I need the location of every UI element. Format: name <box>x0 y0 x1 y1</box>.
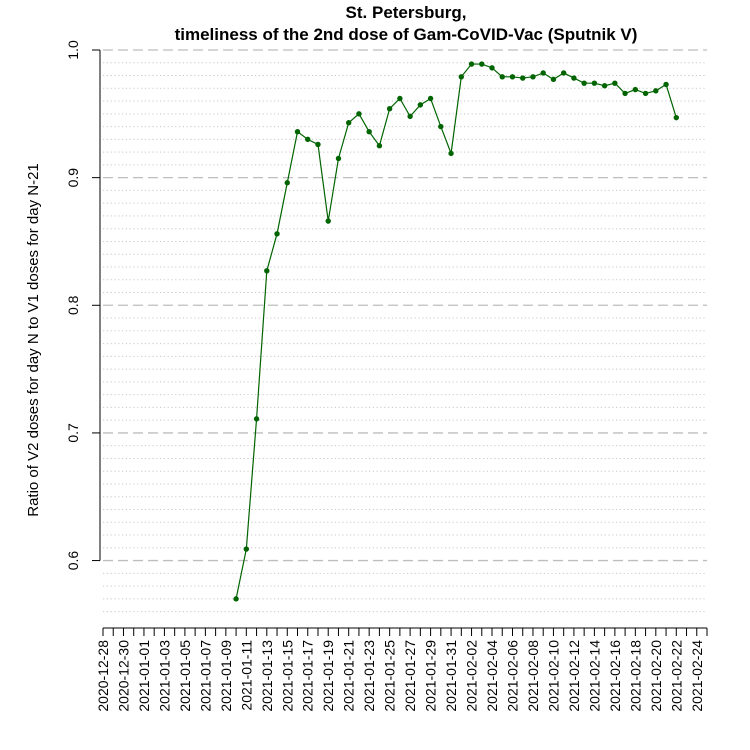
x-tick-label: 2020-12-30 <box>115 640 131 712</box>
data-point <box>591 80 598 86</box>
x-tick-label: 2021-01-29 <box>423 640 439 712</box>
x-tick-label: 2021-02-02 <box>464 640 480 712</box>
data-point <box>489 65 495 71</box>
data-point <box>550 76 557 83</box>
data-point <box>642 90 649 97</box>
data-point <box>284 180 290 186</box>
x-tick-label: 2021-01-15 <box>279 640 295 712</box>
x-tick-label: 2021-01-01 <box>136 640 152 712</box>
series-layer <box>233 61 679 602</box>
x-tick-label: 2021-01-05 <box>177 640 193 712</box>
y-tick-label: 0.9 <box>65 168 81 188</box>
data-point <box>376 143 383 149</box>
data-point <box>560 70 567 76</box>
x-tick-label: 2021-02-10 <box>545 640 561 712</box>
x-tick-label: 2021-02-04 <box>484 640 500 712</box>
data-point <box>438 123 444 130</box>
data-point <box>632 86 639 93</box>
data-point <box>673 114 679 121</box>
x-tick-label: 2021-01-31 <box>443 640 459 712</box>
x-tick-label: 2021-02-06 <box>504 640 520 712</box>
x-tick-label: 2021-01-21 <box>341 640 357 712</box>
data-point <box>305 136 311 143</box>
x-tick-label: 2021-02-24 <box>689 640 705 712</box>
data-point <box>294 128 301 135</box>
data-point <box>253 416 260 422</box>
x-tick-label: 2021-02-14 <box>586 640 602 712</box>
x-tick-label: 2021-02-18 <box>627 640 643 712</box>
data-point <box>653 88 659 94</box>
data-point <box>243 546 250 552</box>
data-point <box>325 218 331 224</box>
data-point <box>386 106 393 112</box>
data-point <box>601 83 608 89</box>
x-tick-label: 2021-01-07 <box>197 640 213 712</box>
x-tick-label: 2021-01-13 <box>259 640 275 712</box>
data-point <box>458 74 465 80</box>
data-point <box>274 231 280 237</box>
data-point <box>499 74 505 80</box>
data-point <box>427 95 434 102</box>
data-point <box>663 81 669 88</box>
y-tick-label: 0.6 <box>65 551 81 571</box>
data-point <box>233 596 239 602</box>
x-tick-label: 2021-01-23 <box>361 640 377 712</box>
data-point <box>417 102 424 108</box>
x-tick-label: 2021-01-09 <box>218 640 234 712</box>
data-point <box>612 80 618 86</box>
x-tick-label: 2021-01-03 <box>156 640 172 712</box>
x-tick-label: 2021-02-08 <box>525 640 541 712</box>
grid <box>103 49 707 613</box>
chart-subtitle: timeliness of the 2nd dose of Gam-CoVID-… <box>175 25 638 44</box>
x-tick-label: 2020-12-28 <box>95 640 111 712</box>
x-tick-label: 2021-02-20 <box>648 640 664 712</box>
x-tick-label: 2021-01-17 <box>300 640 316 712</box>
data-point <box>345 120 352 126</box>
data-point <box>520 75 526 81</box>
chart-title: St. Petersburg, <box>346 3 467 22</box>
data-point <box>530 74 536 80</box>
data-point <box>468 61 475 67</box>
data-point <box>509 74 516 80</box>
x-tick-label: 2021-02-22 <box>668 640 684 712</box>
data-point <box>366 128 372 135</box>
data-point <box>315 141 321 148</box>
data-point <box>581 80 587 86</box>
data-point <box>356 111 362 117</box>
x-tick-label: 2021-01-25 <box>382 640 398 712</box>
x-tick-label: 2021-01-11 <box>238 640 254 711</box>
y-tick-label: 1.0 <box>65 40 81 60</box>
x-tick-label: 2021-01-19 <box>320 640 336 712</box>
y-axis-label: Ratio of V2 doses for day N to V1 doses … <box>25 163 42 517</box>
y-tick-label: 0.7 <box>65 423 81 443</box>
data-point <box>264 268 270 274</box>
x-tick-label: 2021-01-27 <box>402 640 418 712</box>
data-point <box>540 70 546 76</box>
x-tick-label: 2021-02-12 <box>566 640 582 712</box>
data-point <box>397 95 403 102</box>
data-point <box>622 90 628 97</box>
data-point <box>335 155 342 162</box>
series-line <box>235 63 677 599</box>
axes: 0.6 0.7 0.8 0.9 1.0 2020-12-28 2020-12-30 2021-… <box>65 40 708 712</box>
data-point <box>407 113 413 120</box>
data-point <box>479 61 485 67</box>
data-point <box>448 150 454 157</box>
data-point <box>571 75 577 81</box>
x-tick-label: 2021-02-16 <box>607 640 623 712</box>
y-tick-label: 0.8 <box>65 295 81 315</box>
